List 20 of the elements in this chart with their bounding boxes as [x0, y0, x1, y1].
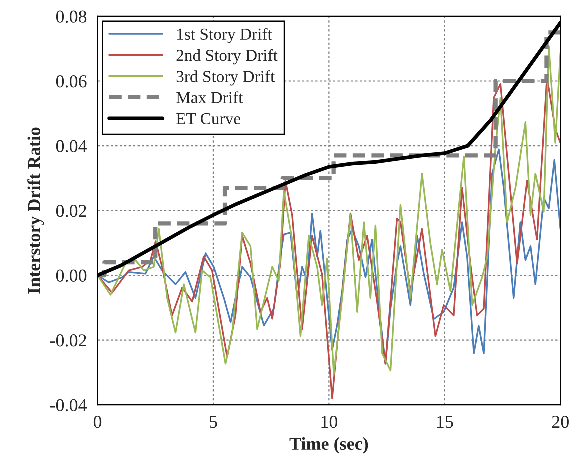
x-tick-label: 10	[322, 416, 338, 428]
legend-label: ET Curve	[176, 113, 240, 125]
line-series	[98, 45, 561, 376]
y-tick-label: -0.04	[50, 399, 88, 412]
x-tick-label: 15	[437, 416, 454, 428]
x-axis-title: Time (sec)	[290, 437, 368, 454]
x-tick-label: 5	[210, 416, 218, 428]
y-axis-title: Interstory Drift Ratio	[28, 128, 44, 294]
legend-label: 1st Story Drift	[178, 28, 272, 44]
y-tick-label: 0.02	[56, 205, 86, 218]
legend-label: 2nd Story Drift	[176, 49, 278, 65]
y-tick-label: 0.08	[56, 10, 87, 24]
y-tick-label: 0.06	[56, 76, 87, 88]
y-tick-label: 0.00	[56, 270, 87, 282]
y-tick-label: -0.02	[50, 334, 86, 347]
x-tick-label: 20	[552, 416, 569, 428]
x-tick-label: 0	[94, 416, 102, 428]
legend-label: 3rd Story Drift	[176, 70, 276, 86]
y-tick-label: 0.04	[56, 140, 88, 153]
legend-label: Max Drift	[176, 92, 244, 104]
